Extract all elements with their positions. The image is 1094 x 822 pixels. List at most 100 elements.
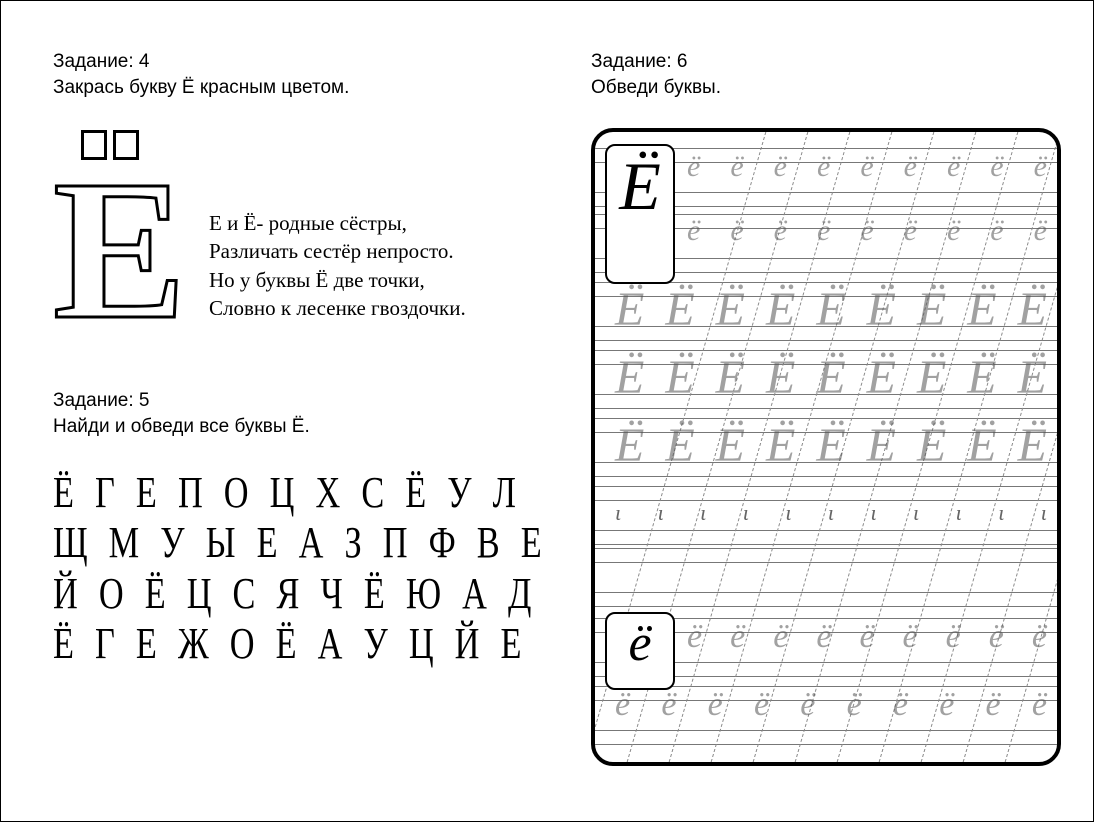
tracing-glyph: Ё [615, 282, 644, 337]
worksheet-page: Задание: 4 Закрась букву Ё красным цвето… [0, 0, 1094, 822]
tracing-glyph: Ё [716, 418, 745, 473]
tracing-glyph: ё [939, 686, 954, 724]
tracing-glyph: ё [615, 686, 630, 724]
tracing-glyph: ё [1034, 214, 1047, 248]
tracing-glyph: ё [986, 686, 1001, 724]
exemplar-upper-glyph: Ё [619, 148, 661, 224]
tracing-row: ЁЁЁЁЁЁЁЁЁ [615, 418, 1047, 473]
task4-header: Задание: 4 Закрась букву Ё красным цвето… [53, 49, 543, 100]
tracing-row: ЁЁЁЁЁЁЁЁЁ [615, 282, 1047, 337]
letter-row: Ё Г Е П О Ц Х С Ё У Л [53, 468, 435, 519]
tick-mark: ɩ [998, 500, 1004, 526]
exemplar-lower-yo: ё [605, 612, 675, 690]
tracing-glyph: ё [687, 214, 700, 248]
task4-prompt: Закрась букву Ё красным цветом. [53, 75, 543, 101]
exemplar-lower-glyph: ё [628, 615, 651, 672]
tracing-glyph: ё [773, 618, 788, 656]
tick-mark: ɩ [743, 500, 749, 526]
tracing-glyph: Ё [917, 350, 946, 405]
task5-prompt: Найди и обведи все буквы Ё. [53, 414, 543, 440]
tracing-glyph: Ё [967, 418, 996, 473]
tick-mark: ɩ [700, 500, 706, 526]
tracing-glyph: Ё [665, 350, 694, 405]
tracing-glyph: ё [947, 214, 960, 248]
tracing-glyph: Ё [766, 350, 795, 405]
letter-search-grid: Ё Г Е П О Ц Х С Ё У Л Щ М У Ы Е А З П Ф … [53, 468, 435, 670]
task4-number: Задание: 4 [53, 49, 543, 75]
tracing-glyph: Ё [1018, 418, 1047, 473]
tracing-glyph: ё [730, 150, 743, 184]
tick-mark: ɩ [870, 500, 876, 526]
tick-row: ɩɩɩɩɩɩɩɩɩɩɩ [615, 500, 1047, 526]
tracing-glyph: ё [904, 150, 917, 184]
tracing-glyph: ё [687, 150, 700, 184]
tracing-glyph: ё [859, 618, 874, 656]
outline-letter-yo: Е [53, 130, 183, 340]
tracing-row: ёёёёёёёёёё [615, 686, 1047, 724]
tracing-glyph: ё [903, 618, 918, 656]
rule-line [595, 744, 1057, 745]
right-column: Задание: 6 Обведи буквы. Ё ё ёёёёёёёёёёё… [591, 49, 1061, 766]
tracing-glyph: ё [904, 214, 917, 248]
tracing-glyph: ё [708, 686, 723, 724]
tracing-glyph: ё [1032, 686, 1047, 724]
tracing-glyph: Ё [665, 418, 694, 473]
letter-row: Й О Ё Ц С Я Ч Ё Ю А Д [53, 569, 435, 620]
tracing-glyph: Ё [1018, 350, 1047, 405]
tick-mark: ɩ [615, 500, 621, 526]
task6-number: Задание: 6 [591, 49, 1061, 75]
tracing-glyph: Ё [665, 282, 694, 337]
outline-letter-e: Е [53, 166, 186, 336]
tick-mark: ɩ [658, 500, 664, 526]
tracing-glyph: ё [800, 686, 815, 724]
tracing-glyph: ё [990, 214, 1003, 248]
rule-line [595, 544, 1057, 545]
tracing-glyph: Ё [967, 282, 996, 337]
tracing-glyph: ё [947, 150, 960, 184]
rule-line [595, 548, 1057, 549]
tracing-glyph: Ё [867, 282, 896, 337]
tick-mark: ɩ [913, 500, 919, 526]
tracing-glyph: ё [774, 214, 787, 248]
rule-line [595, 730, 1057, 731]
tracing-glyph: Ё [615, 418, 644, 473]
tracing-glyph: Ё [917, 282, 946, 337]
tracing-glyph: ё [989, 618, 1004, 656]
exemplar-upper-yo: Ё [605, 144, 675, 284]
tick-mark: ɩ [1041, 500, 1047, 526]
tracing-glyph: ё [817, 214, 830, 248]
tracing-glyph: Ё [615, 350, 644, 405]
rule-line [595, 606, 1057, 607]
tracing-glyph: Ё [967, 350, 996, 405]
tracing-glyph: ё [730, 618, 745, 656]
tracing-glyph: Ё [716, 350, 745, 405]
task5-number: Задание: 5 [53, 388, 543, 414]
tracing-row: ёёёёёёёёё [687, 150, 1047, 184]
tracing-glyph: ё [946, 618, 961, 656]
tracing-panel: Ё ё ёёёёёёёёёёёёёёёёёёЁЁЁЁЁЁЁЁЁЁЁЁЁЁЁЁЁЁ… [591, 128, 1061, 766]
task5-header: Задание: 5 Найди и обведи все буквы Ё. [53, 388, 543, 439]
rule-line [595, 408, 1057, 409]
rule-line [595, 562, 1057, 563]
tracing-glyph: Ё [917, 418, 946, 473]
tracing-glyph: Ё [716, 282, 745, 337]
task6-prompt: Обведи буквы. [591, 75, 1061, 101]
tracing-glyph: ё [860, 214, 873, 248]
tracing-glyph: ё [1032, 618, 1047, 656]
tracing-glyph: ё [816, 618, 831, 656]
tracing-glyph: ё [817, 150, 830, 184]
tracing-glyph: ё [774, 150, 787, 184]
task5-section: Задание: 5 Найди и обведи все буквы Ё. Ё… [53, 388, 543, 670]
tracing-glyph: ё [860, 150, 873, 184]
tick-mark: ɩ [956, 500, 962, 526]
left-column: Задание: 4 Закрась букву Ё красным цвето… [53, 49, 543, 670]
rule-group [595, 548, 1057, 610]
tracing-glyph: ё [990, 150, 1003, 184]
tracing-row: ёёёёёёёёё [687, 618, 1047, 656]
rule-line [595, 476, 1057, 477]
tracing-glyph: Ё [766, 282, 795, 337]
letter-row: Ё Г Е Ж О Ё А У Ц Й Е [53, 619, 435, 670]
tracing-glyph: Ё [867, 350, 896, 405]
rule-line [595, 592, 1057, 593]
tracing-glyph: ё [847, 686, 862, 724]
